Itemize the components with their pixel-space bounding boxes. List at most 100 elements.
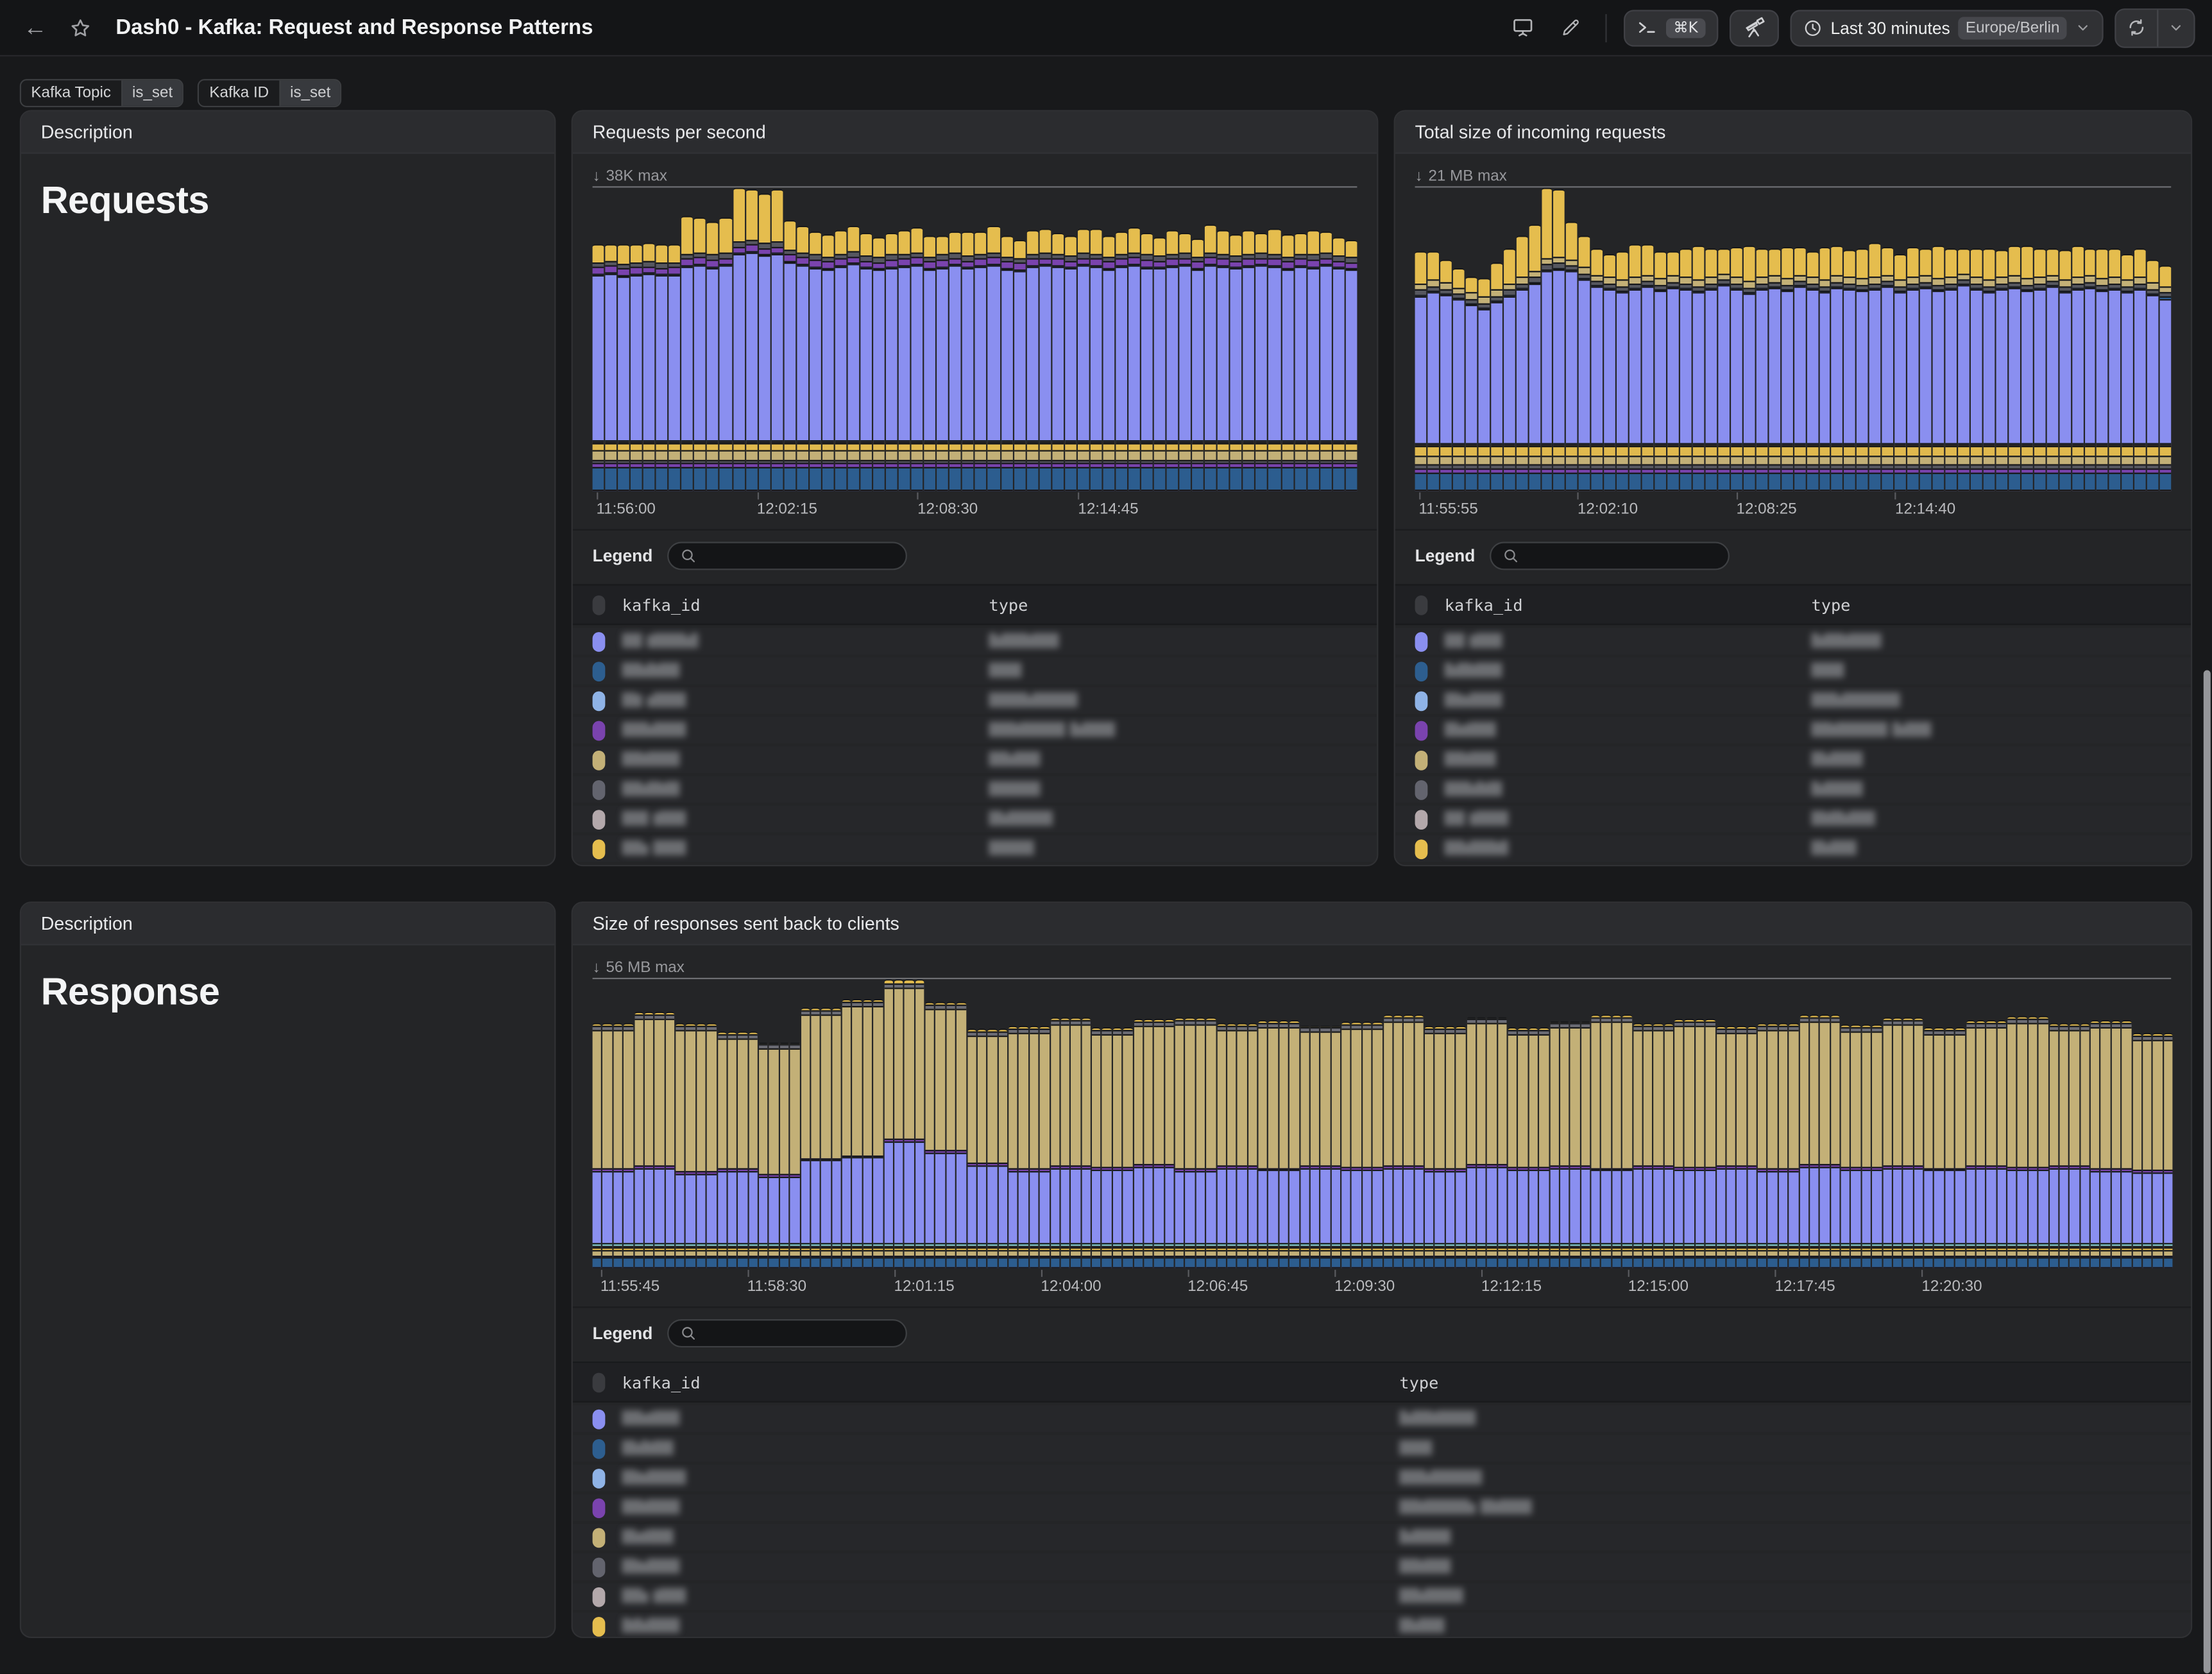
legend-row[interactable]: █▆██▇████ █████ bbox=[1395, 657, 2191, 685]
stacked-bar[interactable] bbox=[706, 979, 716, 1268]
legend-search[interactable] bbox=[667, 542, 907, 570]
stacked-bar[interactable] bbox=[1692, 187, 1705, 491]
stacked-bar[interactable] bbox=[1976, 979, 1986, 1268]
explore-telescope-button[interactable] bbox=[1729, 9, 1779, 46]
stacked-bar[interactable] bbox=[1539, 979, 1549, 1268]
legend-row[interactable]: ███▇████ ██▆█████ bbox=[1395, 746, 2191, 774]
stacked-bar[interactable] bbox=[1934, 979, 1944, 1268]
stacked-bar[interactable] bbox=[1768, 187, 1780, 491]
stacked-bar[interactable] bbox=[1966, 979, 1975, 1268]
stacked-bar[interactable] bbox=[1622, 979, 1632, 1268]
legend-row[interactable]: ███▇█████ ███▇███████▆ ██▇█████ bbox=[572, 1494, 2191, 1521]
stacked-bar[interactable] bbox=[1695, 979, 1705, 1268]
stacked-bar[interactable] bbox=[1281, 187, 1293, 491]
stacked-bar[interactable] bbox=[665, 979, 675, 1268]
select-all-checkbox[interactable] bbox=[592, 594, 606, 615]
stacked-bar[interactable] bbox=[1497, 979, 1507, 1268]
stacked-bar[interactable] bbox=[1175, 979, 1184, 1268]
stacked-bar[interactable] bbox=[1478, 187, 1490, 491]
stacked-bar[interactable] bbox=[1435, 979, 1445, 1268]
stacked-bar[interactable] bbox=[676, 979, 685, 1268]
stacked-bar[interactable] bbox=[1705, 187, 1717, 491]
stacked-bar[interactable] bbox=[2028, 979, 2038, 1268]
stacked-bar[interactable] bbox=[1581, 979, 1590, 1268]
series-color-swatch[interactable] bbox=[1415, 690, 1428, 711]
legend-row[interactable]: ███▇█████ ███▆████ bbox=[572, 746, 1377, 774]
stacked-bar[interactable] bbox=[686, 979, 695, 1268]
filter-chip-kafka-id[interactable]: Kafka ID is_set bbox=[198, 79, 342, 108]
stacked-bar[interactable] bbox=[2007, 979, 2017, 1268]
stacked-bar[interactable] bbox=[1570, 979, 1580, 1268]
stacked-bar[interactable] bbox=[1415, 187, 1427, 491]
series-color-swatch[interactable] bbox=[1415, 631, 1428, 651]
stacked-bar[interactable] bbox=[1560, 979, 1569, 1268]
stacked-bar[interactable] bbox=[779, 979, 789, 1268]
stacked-bar[interactable] bbox=[1685, 979, 1694, 1268]
stacked-bar[interactable] bbox=[1882, 187, 1894, 491]
stacked-bar[interactable] bbox=[1705, 979, 1715, 1268]
stacked-bar[interactable] bbox=[1642, 187, 1654, 491]
series-color-swatch[interactable] bbox=[592, 1616, 606, 1636]
legend-row[interactable]: ██▆▇████ ███▇████████ █▆████ bbox=[1395, 717, 2191, 744]
stacked-bar[interactable] bbox=[1248, 979, 1257, 1268]
stacked-bar[interactable] bbox=[733, 187, 745, 491]
stacked-bar[interactable] bbox=[1629, 187, 1641, 491]
stacked-bar[interactable] bbox=[634, 979, 643, 1268]
stacked-bar[interactable] bbox=[1503, 187, 1515, 491]
stacked-bar[interactable] bbox=[2163, 979, 2173, 1268]
stacked-bar[interactable] bbox=[1102, 979, 1112, 1268]
stacked-bar[interactable] bbox=[783, 187, 795, 491]
stacked-bar[interactable] bbox=[1508, 979, 1517, 1268]
stacked-bar[interactable] bbox=[748, 979, 758, 1268]
stacked-bar[interactable] bbox=[1092, 979, 1102, 1268]
stacked-bar[interactable] bbox=[1123, 979, 1132, 1268]
stacked-bar[interactable] bbox=[1404, 979, 1413, 1268]
stacked-bar[interactable] bbox=[2122, 979, 2131, 1268]
stacked-bar[interactable] bbox=[1081, 979, 1091, 1268]
stacked-bar[interactable] bbox=[1393, 979, 1403, 1268]
stacked-bar[interactable] bbox=[1528, 187, 1540, 491]
stacked-bar[interactable] bbox=[1601, 979, 1611, 1268]
refresh-interval-dropdown[interactable] bbox=[2158, 9, 2193, 46]
stacked-bar[interactable] bbox=[2008, 187, 2020, 491]
stacked-bar[interactable] bbox=[1924, 979, 1934, 1268]
stacked-bar[interactable] bbox=[886, 187, 898, 491]
stacked-bar[interactable] bbox=[1820, 979, 1830, 1268]
stacked-bar[interactable] bbox=[1051, 187, 1064, 491]
stacked-bar[interactable] bbox=[924, 187, 936, 491]
stacked-bar[interactable] bbox=[1799, 979, 1808, 1268]
series-color-swatch[interactable] bbox=[592, 1498, 606, 1518]
refresh-button[interactable] bbox=[2116, 9, 2157, 46]
edit-dashboard-button[interactable] bbox=[1552, 9, 1588, 46]
stacked-bar[interactable] bbox=[1465, 187, 1477, 491]
stacked-bar[interactable] bbox=[1737, 979, 1746, 1268]
series-color-swatch[interactable] bbox=[592, 779, 606, 799]
stacked-bar[interactable] bbox=[1554, 187, 1565, 491]
stacked-bar[interactable] bbox=[905, 979, 914, 1268]
stacked-bar[interactable] bbox=[1268, 979, 1278, 1268]
stacked-bar[interactable] bbox=[1345, 187, 1357, 491]
stacked-bar[interactable] bbox=[1060, 979, 1070, 1268]
stacked-bar[interactable] bbox=[1372, 979, 1382, 1268]
stacked-bar[interactable] bbox=[2122, 187, 2134, 491]
stacked-bar[interactable] bbox=[1591, 979, 1601, 1268]
series-color-swatch[interactable] bbox=[1415, 749, 1428, 770]
stacked-bar[interactable] bbox=[1279, 979, 1288, 1268]
stacked-bar[interactable] bbox=[1071, 979, 1080, 1268]
stacked-bar[interactable] bbox=[1153, 187, 1166, 491]
stacked-bar[interactable] bbox=[707, 187, 719, 491]
stacked-bar[interactable] bbox=[656, 187, 668, 491]
stacked-bar[interactable] bbox=[654, 979, 664, 1268]
stacked-bar[interactable] bbox=[1716, 979, 1726, 1268]
stacked-bar[interactable] bbox=[1986, 979, 1996, 1268]
stacked-bar[interactable] bbox=[643, 187, 655, 491]
stacked-bar[interactable] bbox=[1819, 187, 1831, 491]
series-color-swatch[interactable] bbox=[1415, 661, 1428, 681]
stacked-bar[interactable] bbox=[1920, 187, 1932, 491]
stacked-bar[interactable] bbox=[1414, 979, 1424, 1268]
stacked-bar[interactable] bbox=[1077, 187, 1089, 491]
stacked-bar[interactable] bbox=[1726, 979, 1736, 1268]
stacked-bar-plot[interactable] bbox=[1415, 186, 2172, 491]
stacked-bar[interactable] bbox=[1983, 187, 1995, 491]
stacked-bar[interactable] bbox=[809, 187, 821, 491]
